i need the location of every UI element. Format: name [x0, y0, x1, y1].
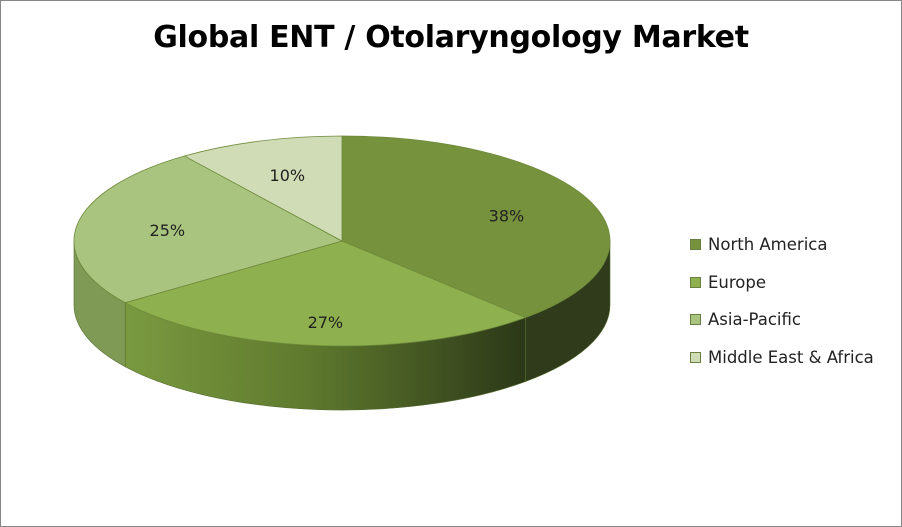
pie-slice-europe — [124, 240, 527, 347]
legend-swatch-asia-pacific — [690, 314, 701, 326]
data-label-asia-pacific: 25% — [150, 221, 186, 240]
pie-slice-north-america — [341, 135, 611, 318]
legend: North America Europe Asia-Pacific Middle… — [690, 226, 874, 376]
legend-item-asia-pacific: Asia-Pacific — [690, 301, 874, 339]
legend-item-north-america: North America — [690, 226, 874, 264]
data-label-europe: 27% — [308, 313, 344, 332]
legend-label-europe: Europe — [708, 272, 767, 292]
chart-title: Global ENT / Otolaryngology Market — [153, 20, 749, 55]
legend-item-middle-east-africa: Middle East & Africa — [690, 339, 874, 377]
data-label-north-america: 38% — [489, 206, 525, 225]
legend-swatch-north-america — [690, 239, 701, 251]
pie-slice-middle-east-africa — [183, 135, 343, 242]
data-label-middle-east-africa: 10% — [270, 166, 306, 185]
legend-label-middle-east-africa: Middle East & Africa — [708, 347, 874, 367]
legend-label-north-america: North America — [708, 235, 828, 255]
legend-swatch-middle-east-africa — [690, 351, 701, 363]
legend-item-europe: Europe — [690, 264, 874, 302]
legend-swatch-europe — [690, 276, 701, 288]
pie-slice-asia-pacific — [73, 155, 344, 304]
legend-label-asia-pacific: Asia-Pacific — [708, 310, 801, 330]
